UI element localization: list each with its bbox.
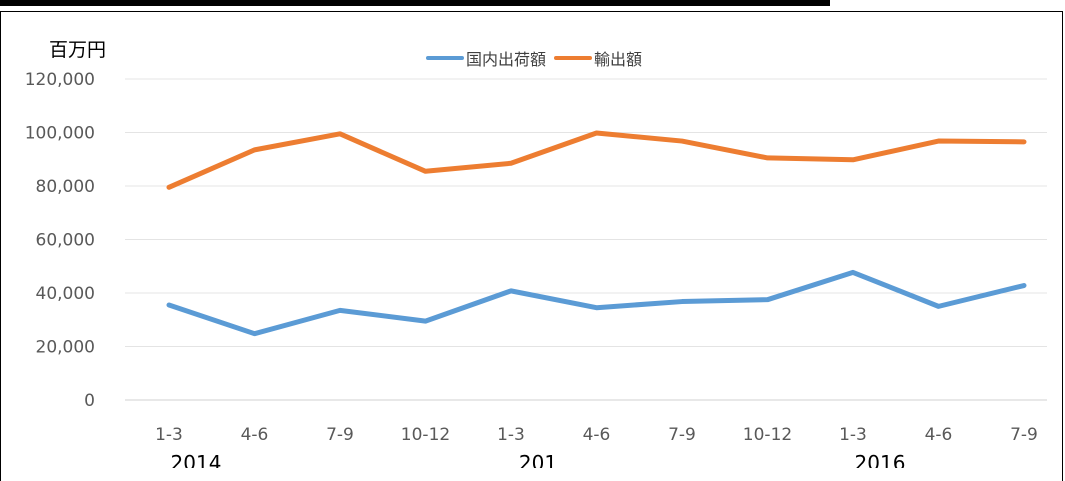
x-tick-label: 1-3 [155, 425, 183, 445]
y-tick-label: 80,000 [36, 177, 95, 197]
year-label: 2016 [855, 451, 906, 468]
year-label: 2014 [171, 451, 222, 468]
y-tick-label: 60,000 [36, 231, 95, 251]
x-tick-label: 1-3 [497, 425, 525, 445]
x-tick-label: 7-9 [1010, 425, 1038, 445]
x-tick-label: 7-9 [668, 425, 696, 445]
series-line-domestic [169, 272, 1024, 333]
x-tick-label: 4-6 [583, 425, 611, 445]
series-line-export [169, 133, 1024, 187]
y-tick-label: 40,000 [36, 284, 95, 304]
x-tick-label: 10-12 [743, 425, 792, 445]
x-tick-label: 7-9 [326, 425, 354, 445]
y-tick-label: 100,000 [25, 124, 95, 144]
y-tick-label: 120,000 [25, 70, 95, 90]
x-tick-label: 4-6 [925, 425, 953, 445]
line-chart: 0 20,000 40,000 60,000 80,000 100,000 120,000 1… [0, 0, 1065, 468]
year-label: 201 [519, 451, 557, 468]
y-tick-label: 0 [84, 391, 95, 411]
x-tick-label: 1-3 [839, 425, 867, 445]
x-tick-label: 10-12 [401, 425, 450, 445]
y-tick-label: 20,000 [36, 338, 95, 358]
x-tick-label: 4-6 [241, 425, 269, 445]
